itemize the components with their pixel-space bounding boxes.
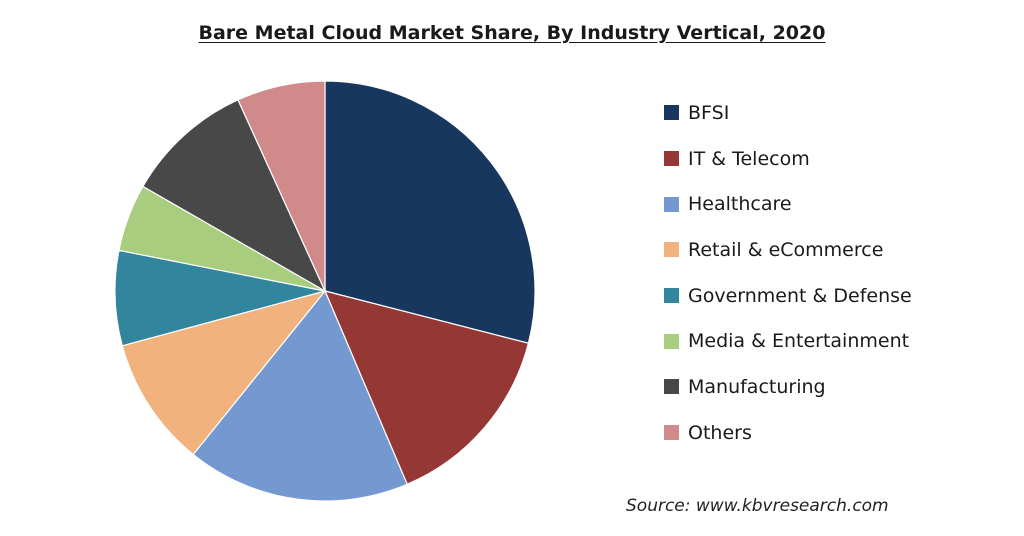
legend-label: Media & Entertainment <box>688 330 910 353</box>
legend-swatch <box>664 196 679 212</box>
pie-slice-it-telecom <box>323 290 530 486</box>
chart-title: Bare Metal Cloud Market Share, By Indust… <box>0 22 1024 44</box>
pie-slice-bfsi <box>324 80 536 344</box>
legend-item-it-telecom: IT & Telecom <box>664 136 912 182</box>
legend-swatch <box>664 105 679 121</box>
legend-item-bfsi: BFSI <box>664 90 912 136</box>
pie-slice-manufacturing <box>142 99 327 293</box>
legend-label: Government & Defense <box>688 284 912 307</box>
legend-swatch <box>664 333 679 349</box>
legend-swatch <box>664 425 679 441</box>
legend-item-healthcare: Healthcare <box>664 181 912 227</box>
legend-item-government-defense: Government & Defense <box>664 273 912 319</box>
legend-label: IT & Telecom <box>688 147 810 170</box>
legend-item-media-entertainment: Media & Entertainment <box>664 318 912 364</box>
legend-label: Healthcare <box>688 193 792 216</box>
pie-slice-others <box>237 80 326 292</box>
pie-slice-healthcare <box>192 289 408 502</box>
legend-label: Manufacturing <box>688 375 826 398</box>
legend-swatch <box>664 151 679 167</box>
legend-swatch <box>664 288 679 304</box>
legend-item-retail-ecommerce: Retail & eCommerce <box>664 227 912 273</box>
legend-item-others: Others <box>664 410 912 456</box>
chart-legend: BFSI IT & Telecom Healthcare Retail & eComm… <box>664 90 912 456</box>
legend-label: Others <box>688 421 752 444</box>
source-note: Source: www.kbvresearch.com <box>626 496 889 516</box>
legend-item-manufacturing: Manufacturing <box>664 364 912 410</box>
pie-slice-retail-ecommerce <box>121 289 327 456</box>
legend-swatch <box>664 379 679 395</box>
legend-label: Retail & eCommerce <box>688 238 884 261</box>
chart-title-text: Bare Metal Cloud Market Share, By Indust… <box>198 22 826 44</box>
legend-swatch <box>664 242 679 258</box>
legend-label: BFSI <box>688 101 730 124</box>
